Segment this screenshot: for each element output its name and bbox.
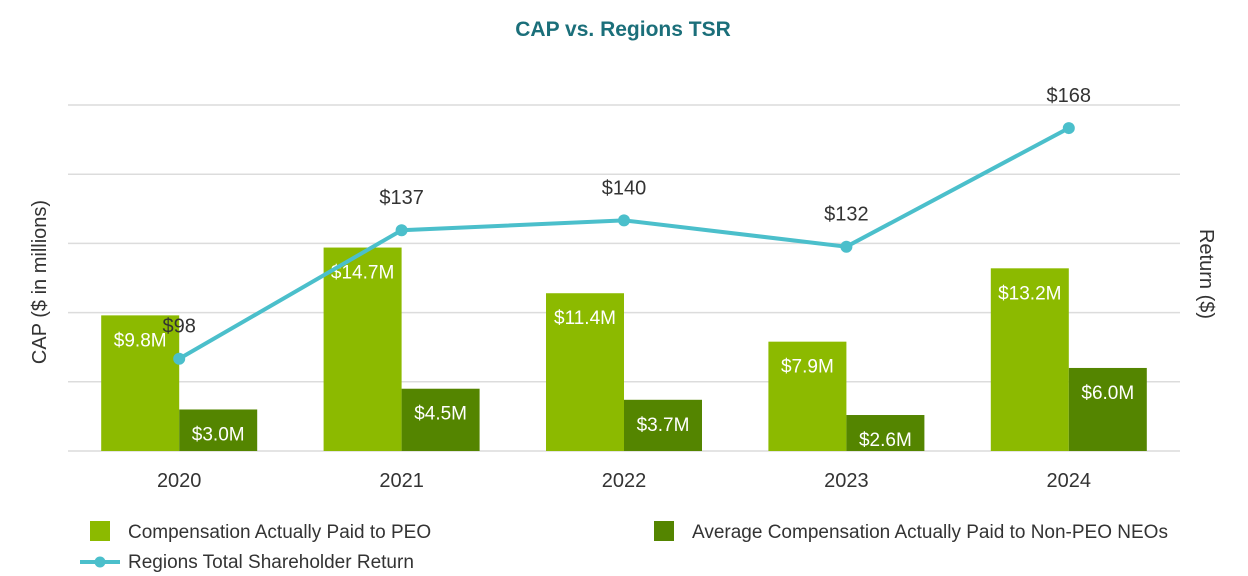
tsr-label-2021: $137 [379, 187, 424, 209]
bar-label-neo-2020: $3.0M [192, 424, 245, 445]
bar-neo-2022 [624, 399, 702, 451]
bar-neo-2023 [846, 415, 925, 451]
bar-label-neo-2024: $6.0M [1081, 383, 1134, 404]
x-tick-2023: 2023 [824, 470, 869, 492]
tsr-line-group: $98 $137 $140 $132 $168 [163, 85, 1092, 365]
bar-label-neo-2022: $3.7M [637, 415, 690, 436]
bar-neo-2024 [1068, 367, 1147, 451]
tsr-point-2022 [618, 214, 630, 227]
bar-label-peo-2020: $9.8M [114, 330, 167, 351]
tsr-label-2023: $132 [824, 204, 869, 226]
legend-label-peo: Compensation Actually Paid to PEO [128, 522, 431, 543]
legend-swatch-neo [654, 521, 674, 541]
y-axis-title: CAP ($ in millions) [29, 200, 51, 364]
x-tick-2020: 2020 [157, 470, 202, 492]
bar-label-neo-2021: $4.5M [414, 404, 467, 425]
y2-axis-title: Return ($) [1195, 229, 1217, 319]
bar-peo-2022 [546, 293, 624, 451]
bar-peo-2020 [101, 315, 180, 451]
bar-neo-2021 [401, 388, 480, 451]
tsr-label-2020: $98 [163, 316, 196, 338]
tsr-point-2024 [1062, 122, 1075, 135]
bars-group: $9.8M $3.0M $14.7M $4.5M $11.4M $3.7M $7.9M $2.… [101, 247, 1147, 451]
tsr-point-2020 [173, 352, 186, 365]
legend-label-tsr: Regions Total Shareholder Return [128, 552, 414, 573]
x-tick-labels: 2020 2021 2022 2023 2024 [157, 470, 1091, 492]
bar-peo-2023 [768, 341, 847, 451]
legend-swatch-peo [90, 521, 110, 541]
bar-label-neo-2023: $2.6M [859, 430, 912, 451]
tsr-label-2022: $140 [602, 177, 647, 199]
chart-title: CAP vs. Regions TSR [515, 18, 731, 41]
x-tick-2022: 2022 [602, 470, 647, 492]
legend-swatch-tsr-marker [94, 556, 106, 568]
bar-label-peo-2021: $14.7M [331, 263, 394, 284]
tsr-point-2021 [395, 224, 408, 237]
bar-label-peo-2022: $11.4M [554, 308, 616, 329]
legend-label-neo: Average Compensation Actually Paid to No… [692, 522, 1168, 543]
bar-label-peo-2024: $13.2M [998, 283, 1061, 304]
bar-peo-2024 [990, 268, 1069, 451]
tsr-label-2024: $168 [1047, 85, 1092, 107]
legend: Compensation Actually Paid to PEO Averag… [80, 521, 1168, 573]
x-tick-2024: 2024 [1047, 470, 1092, 492]
x-tick-2021: 2021 [379, 470, 424, 492]
bar-label-peo-2023: $7.9M [781, 357, 834, 378]
bar-neo-2020 [179, 409, 258, 451]
tsr-point-2023 [840, 240, 853, 253]
bar-peo-2021 [323, 247, 402, 451]
